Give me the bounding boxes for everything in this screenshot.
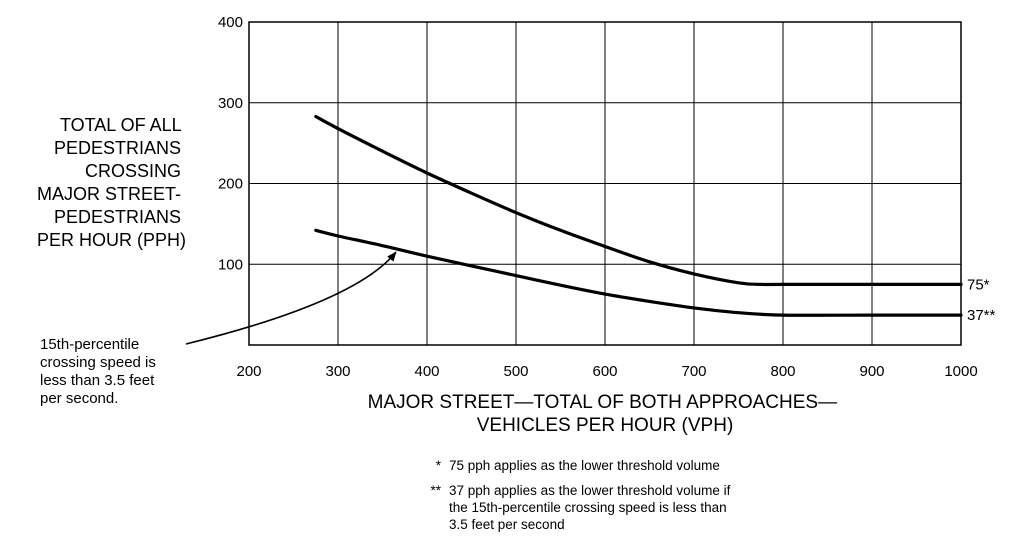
annotation-line: per second. [40,390,118,407]
y-axis-label-line: PEDESTRIANS [54,207,181,227]
x-tick-label: 800 [770,363,795,380]
footnote-line: the 15th-percentile crossing speed is le… [449,500,727,515]
y-tick-label: 300 [218,95,243,112]
x-tick-label: 300 [325,363,350,380]
series-lines [314,114,963,317]
x-tick-label: 500 [503,363,528,380]
footnote-line: 3.5 feet per second [449,517,565,532]
footnote-1-mark: * [436,458,442,473]
y-axis-label-line: CROSSING [85,161,181,181]
x-tick-label: 200 [236,363,261,380]
annotation-line: crossing speed is [40,354,156,371]
grid [248,21,962,345]
annotation-line: less than 3.5 feet [40,372,155,389]
x-axis-label-line: VEHICLES PER HOUR (VPH) [477,415,734,436]
series-end-label: 75* [967,276,990,293]
footnote-2-mark: ** [430,483,441,498]
series-end-labels: 75* 37** [967,276,996,324]
x-tick-label: 1000 [944,363,977,380]
y-tick-label: 200 [218,176,243,193]
annotation-arrow [185,251,397,345]
x-tick-label: 700 [681,363,706,380]
y-axis-label-line: PEDESTRIANS [54,138,181,158]
plot-frame [248,21,962,346]
footnote-line: 37 pph applies as the lower threshold vo… [449,483,731,498]
y-tick-label: 400 [218,14,243,31]
y-axis-label: TOTAL OF ALL PEDESTRIANS CROSSING MAJOR … [37,115,186,250]
y-axis-label-line: MAJOR STREET- [37,184,181,204]
y-axis-label-line: PER HOUR (PPH) [37,230,186,250]
y-axis-label-line: TOTAL OF ALL [60,115,182,135]
x-tick-label: 900 [859,363,884,380]
x-tick-label: 600 [592,363,617,380]
x-axis-label-line: MAJOR STREET—TOTAL OF BOTH APPROACHES— [368,392,837,413]
series-line-1 [314,114,963,287]
annotation-text: 15th-percentile crossing speed is less t… [40,336,160,407]
y-axis-ticks: 100 200 300 400 [218,14,243,273]
x-axis-ticks: 200 300 400 500 600 700 800 900 1000 [236,363,977,380]
y-tick-label: 100 [218,256,243,273]
footnote-2-text: 37 pph applies as the lower threshold vo… [449,483,734,532]
x-axis-label: MAJOR STREET—TOTAL OF BOTH APPROACHES— V… [368,392,843,436]
footnote-line: 75 pph applies as the lower threshold vo… [449,458,720,473]
footnote-1-text: 75 pph applies as the lower threshold vo… [449,458,720,473]
series-line-2 [314,228,963,317]
series-end-label: 37** [967,307,996,324]
annotation-line: 15th-percentile [40,336,139,353]
x-tick-label: 400 [414,363,439,380]
